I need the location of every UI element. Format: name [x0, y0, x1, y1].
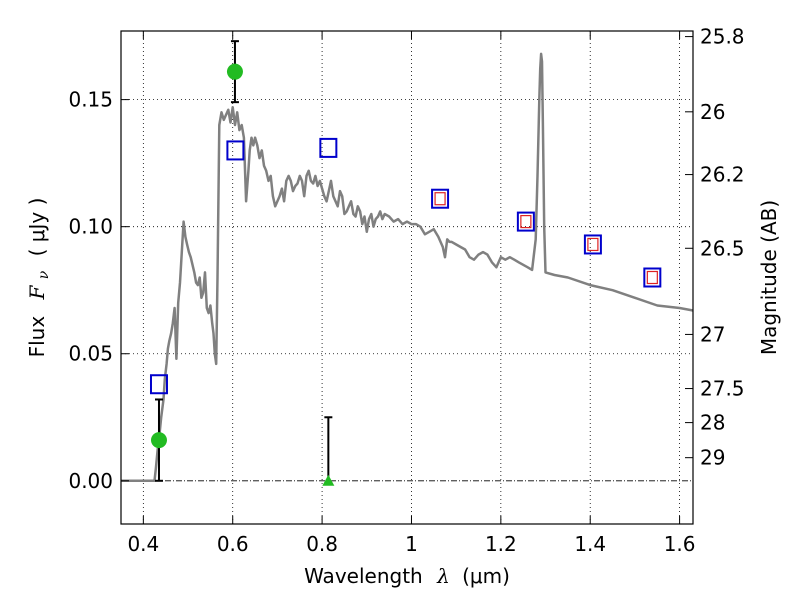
- y-axis-label-symbol: F: [25, 284, 49, 300]
- observed-nir-square: [587, 237, 599, 252]
- model-photometry-square: [149, 374, 168, 395]
- observed-flux-point: [226, 63, 243, 80]
- x-axis-label-symbol: λ: [436, 564, 450, 588]
- upper-limit-marker: [322, 474, 335, 486]
- y2-tick-label: 27: [700, 322, 725, 346]
- y2-tick-label: 27.5: [700, 377, 745, 401]
- model-photometry-square: [431, 188, 450, 209]
- y2-tick-label: 26.5: [700, 236, 745, 260]
- x-tick-label: 1.2: [485, 532, 517, 556]
- plot-frame: [120, 30, 694, 525]
- y2-tick-label: 26.2: [700, 163, 745, 187]
- y-axis-label: Flux F ν ( μJy ): [25, 198, 53, 358]
- y2-tick-label: 26: [700, 100, 725, 124]
- y-tick-label: 0.00: [68, 469, 113, 493]
- y2-axis-label: Magnitude (AB): [757, 200, 781, 355]
- model-spectrum-line: [121, 52, 694, 483]
- x-axis-label: Wavelength λ (μm): [304, 564, 510, 588]
- y2-tick-label: 28: [700, 411, 725, 435]
- model-photometry-square: [226, 140, 245, 161]
- y2-tick-label: 29: [700, 446, 725, 470]
- x-tick-label: 0.8: [306, 532, 338, 556]
- y-tick-label: 0.05: [68, 342, 113, 366]
- x-tick-label: 1.4: [574, 532, 606, 556]
- data-markers: [149, 40, 662, 486]
- x-tick-label: 1: [405, 532, 418, 556]
- observed-flux-point: [150, 432, 167, 449]
- x-tick-label: 0.4: [127, 532, 159, 556]
- x-axis-label-text: Wavelength: [304, 564, 423, 588]
- model-photometry-square: [583, 234, 602, 255]
- x-axis-label-unit: (μm): [462, 564, 510, 588]
- x-tick-label: 1.6: [664, 532, 696, 556]
- y-tick-label: 0.10: [68, 215, 113, 239]
- model-photometry-square: [319, 137, 338, 158]
- model-photometry-square: [643, 267, 662, 288]
- observed-nir-square: [434, 192, 446, 206]
- y-axis-label-unit: ( μJy ): [25, 198, 49, 257]
- grid-lines: [121, 31, 693, 524]
- axis-ticks: 0.4 0.6 0.8 1 1.2 1.4 1.6 0.00 0.05 0.10 0.15 25.8 2…: [68, 25, 744, 556]
- y-tick-label: 0.15: [68, 88, 113, 112]
- observed-nir-square: [646, 270, 658, 285]
- x-tick-label: 0.6: [217, 532, 249, 556]
- model-photometry-square: [516, 211, 535, 232]
- y2-tick-label: 25.8: [700, 25, 745, 49]
- observed-nir-square: [520, 214, 532, 229]
- y-axis-label-subscript: ν: [36, 270, 52, 279]
- y-axis-label-text: Flux: [25, 316, 49, 358]
